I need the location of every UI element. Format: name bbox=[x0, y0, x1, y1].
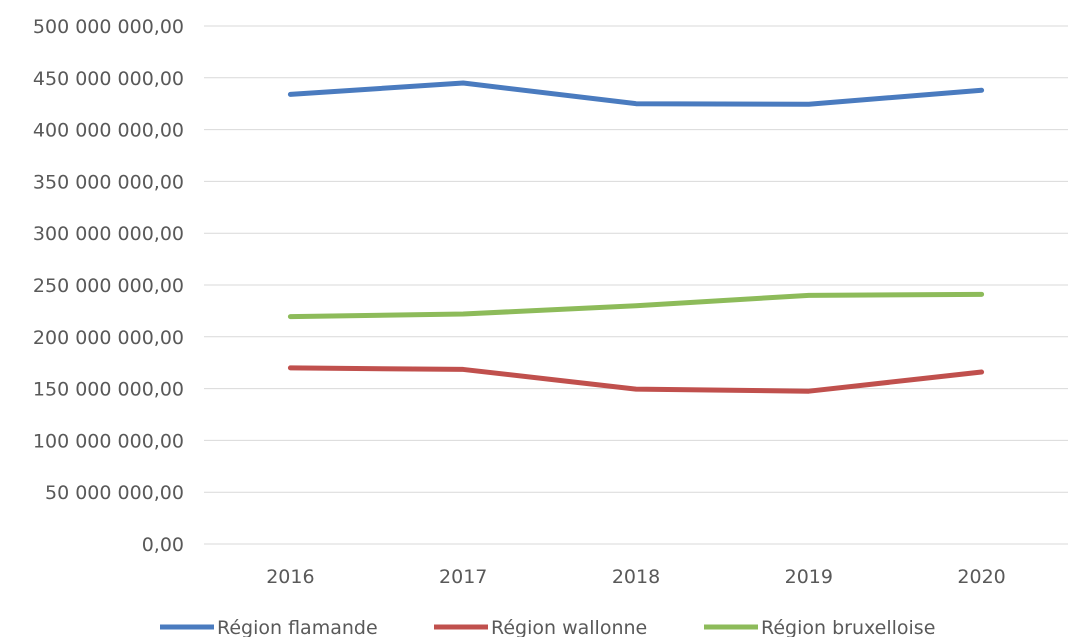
x-tick-label: 2017 bbox=[439, 566, 487, 588]
x-tick-label: 2020 bbox=[957, 566, 1005, 588]
y-tick-label: 450 000 000,00 bbox=[33, 68, 184, 90]
y-tick-label: 50 000 000,00 bbox=[45, 482, 184, 504]
y-tick-label: 200 000 000,00 bbox=[33, 327, 184, 349]
series-line bbox=[287, 365, 985, 394]
legend-item: Région wallonne bbox=[434, 617, 647, 637]
legend: Région flamande Région wallonne Région bru… bbox=[160, 617, 935, 637]
legend-label: Région bruxelloise bbox=[761, 617, 935, 637]
series-lines bbox=[287, 80, 985, 394]
y-tick-label: 350 000 000,00 bbox=[33, 171, 184, 193]
y-tick-label: 250 000 000,00 bbox=[33, 275, 184, 297]
legend-item: Région flamande bbox=[160, 617, 378, 637]
y-tick-label: 500 000 000,00 bbox=[33, 16, 184, 38]
y-tick-label: 400 000 000,00 bbox=[33, 120, 184, 142]
series-line bbox=[287, 80, 985, 107]
legend-label: Région wallonne bbox=[491, 617, 647, 637]
x-tick-label: 2019 bbox=[785, 566, 833, 588]
y-tick-label: 100 000 000,00 bbox=[33, 430, 184, 452]
legend-item: Région bruxelloise bbox=[704, 617, 935, 637]
y-tick-label: 150 000 000,00 bbox=[33, 379, 184, 401]
series-line bbox=[287, 291, 985, 320]
x-axis-tick-labels: 2016 2017 2018 2019 2020 bbox=[266, 566, 1006, 588]
gridlines bbox=[204, 25, 1068, 545]
y-tick-label: 0,00 bbox=[142, 534, 184, 556]
y-tick-label: 300 000 000,00 bbox=[33, 223, 184, 245]
y-axis-tick-labels: 0,00 50 000 000,00 100 000 000,00 150 000 0… bbox=[33, 16, 184, 556]
x-tick-label: 2016 bbox=[266, 566, 314, 588]
x-tick-label: 2018 bbox=[612, 566, 660, 588]
legend-label: Région flamande bbox=[217, 617, 378, 637]
